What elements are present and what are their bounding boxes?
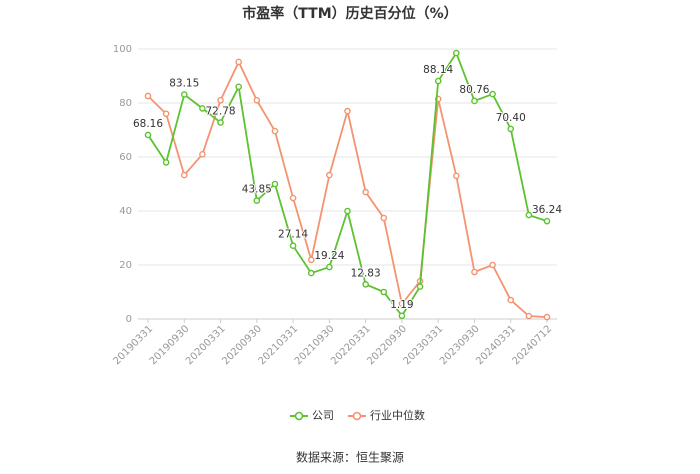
x-tick-label: 20240712	[510, 323, 554, 367]
y-tick-label: 80	[119, 98, 132, 109]
point	[507, 296, 515, 304]
source: 数据来源：恒生聚源	[296, 450, 404, 465]
point	[253, 97, 261, 104]
point	[453, 172, 460, 180]
point	[180, 91, 188, 98]
legend-marker	[294, 411, 304, 421]
point	[144, 131, 152, 139]
point	[525, 312, 533, 320]
chart-title: 市盈率（TTM）历史百分位（%）	[242, 5, 457, 22]
point	[326, 171, 333, 179]
point	[453, 49, 460, 57]
point	[289, 194, 297, 202]
data-label: 68.16	[133, 118, 163, 130]
point	[326, 263, 333, 271]
point	[362, 188, 369, 196]
point	[362, 281, 369, 288]
point	[253, 197, 261, 204]
point	[199, 150, 206, 158]
data-label: 80.76	[459, 84, 489, 96]
data-label: 70.40	[496, 112, 526, 124]
point	[398, 300, 406, 308]
point	[434, 77, 442, 85]
point	[471, 97, 478, 105]
point	[489, 90, 496, 98]
point	[507, 125, 515, 133]
point	[162, 110, 170, 118]
point	[180, 171, 188, 179]
point	[380, 288, 388, 296]
point	[289, 242, 297, 250]
point	[543, 217, 551, 225]
data-label: 12.83	[351, 267, 381, 279]
y-tick-label: 0	[126, 314, 132, 325]
point	[199, 105, 206, 112]
point	[471, 268, 478, 276]
point	[235, 83, 242, 91]
data-label: 43.85	[242, 184, 272, 196]
point	[380, 214, 388, 222]
point	[344, 207, 351, 215]
legend-label: 行业中位数	[370, 408, 425, 422]
point	[307, 256, 315, 264]
data-label: 83.15	[169, 77, 199, 89]
data-label: 19.24	[314, 250, 344, 262]
point	[271, 127, 279, 135]
y-tick-label: 40	[119, 206, 132, 217]
data-label: 72.78	[206, 105, 236, 117]
series-line	[147, 59, 548, 319]
data-label: 1.19	[390, 299, 413, 311]
y-tick-label: 20	[119, 260, 132, 271]
data-label: 88.14	[423, 64, 453, 76]
point	[398, 312, 406, 320]
legend-label: 公司	[312, 409, 334, 422]
point	[525, 211, 533, 219]
point	[307, 269, 315, 277]
point	[489, 261, 496, 269]
y-tick-label: 100	[113, 44, 132, 55]
point	[416, 283, 424, 290]
data-label: 27.14	[278, 229, 308, 241]
point	[217, 119, 224, 126]
point	[271, 180, 279, 188]
point	[162, 159, 170, 166]
point	[217, 97, 224, 104]
point	[235, 58, 242, 66]
point	[543, 313, 551, 321]
point	[144, 92, 152, 100]
point	[344, 107, 351, 115]
data-label: 36.24	[532, 204, 562, 216]
legend-marker	[352, 411, 362, 421]
y-tick-label: 60	[119, 152, 132, 163]
